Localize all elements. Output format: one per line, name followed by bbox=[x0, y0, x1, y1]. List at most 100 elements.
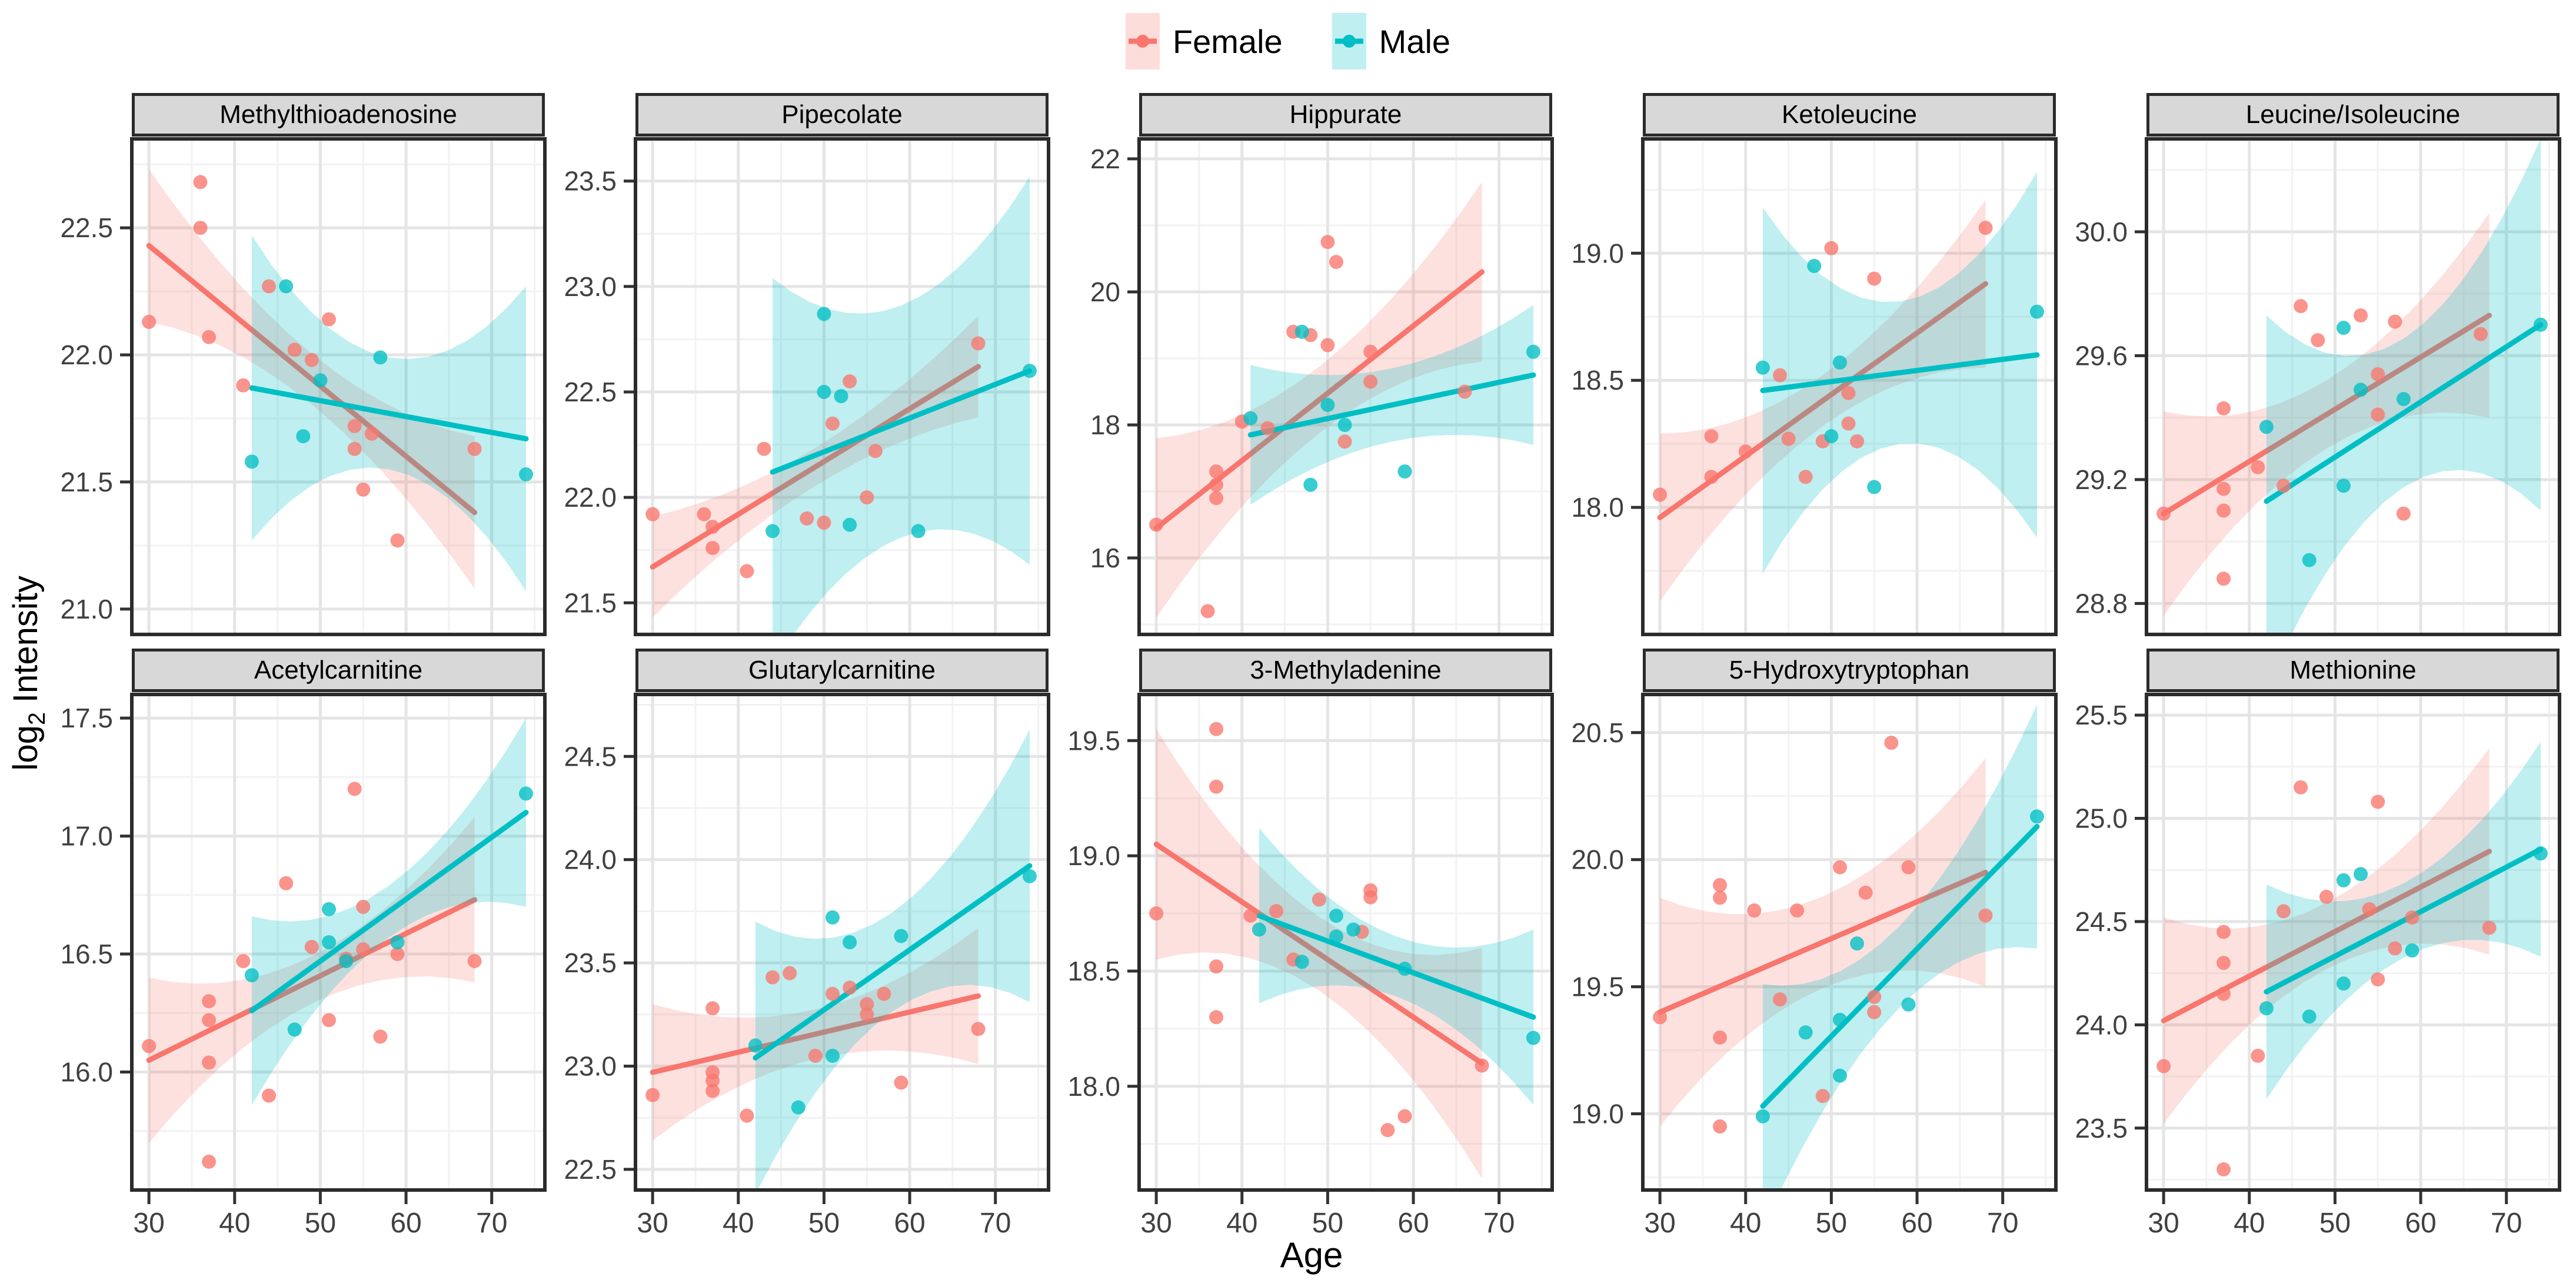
facet-strip-label: Methylthioadenosine bbox=[219, 100, 457, 129]
female-data-point bbox=[766, 970, 780, 985]
male-trend-line bbox=[1247, 372, 1536, 438]
panel-border bbox=[1137, 137, 1554, 636]
female-data-point bbox=[971, 336, 986, 351]
facet-strip-label: Ketoleucine bbox=[1782, 100, 1917, 129]
female-data-point bbox=[1713, 878, 1728, 892]
female-data-point bbox=[142, 1039, 157, 1053]
female-data-point bbox=[2216, 925, 2231, 939]
panel-background bbox=[2146, 694, 2560, 1190]
female-data-point bbox=[894, 1075, 908, 1090]
x-tick-label: 40 bbox=[2234, 1208, 2265, 1234]
female-data-point bbox=[645, 507, 660, 521]
panel-border bbox=[1641, 693, 2058, 1192]
y-tick-label: 24.5 bbox=[564, 741, 617, 772]
y-tick-label: 18.0 bbox=[1067, 1071, 1120, 1102]
y-tick-label: 19.0 bbox=[1067, 840, 1120, 871]
x-tick-label: 40 bbox=[723, 1208, 754, 1234]
facet-strip: Glutarylcarnitine bbox=[635, 649, 1049, 692]
male-trend-line bbox=[249, 809, 529, 1013]
male-data-point bbox=[2354, 867, 2368, 882]
male-data-point bbox=[1526, 1031, 1540, 1045]
female-data-point bbox=[1841, 385, 1856, 400]
female-data-point bbox=[1653, 487, 1668, 502]
panel-geoms bbox=[2156, 742, 2548, 1176]
male-data-point bbox=[1807, 258, 1822, 273]
facet-plot-svg: 21.5 22.0 22.5 23.0 23.5 bbox=[564, 137, 1050, 636]
female-data-point bbox=[304, 940, 319, 955]
panel-border bbox=[634, 693, 1050, 1192]
x-tick-label: 30 bbox=[133, 1208, 164, 1234]
female-data-point bbox=[1781, 431, 1796, 446]
female-data-point bbox=[2294, 299, 2308, 314]
y-tick-label: 20 bbox=[1090, 277, 1120, 307]
female-data-point bbox=[142, 314, 157, 329]
female-data-point bbox=[202, 330, 217, 344]
x-tick-label: 40 bbox=[1730, 1208, 1761, 1234]
female-data-point bbox=[783, 966, 797, 980]
female-data-point bbox=[287, 343, 302, 357]
male-data-point bbox=[1252, 922, 1266, 937]
female-data-point bbox=[817, 516, 831, 530]
x-tick-label: 60 bbox=[390, 1208, 421, 1234]
x-tick-label: 70 bbox=[1987, 1208, 2018, 1234]
female-data-point bbox=[2277, 904, 2291, 919]
y-tick-label: 23.5 bbox=[564, 166, 617, 197]
y-tick-label: 16.5 bbox=[60, 939, 113, 969]
female-data-point bbox=[843, 374, 857, 389]
male-data-point bbox=[373, 350, 388, 365]
facet-strip-label: 5-Hydroxytryptophan bbox=[1729, 656, 1970, 684]
female-trend-line bbox=[1153, 842, 1485, 1066]
male-data-point bbox=[1755, 1109, 1770, 1124]
facet-panel: 3-Methyladenine 18.0 18.5 19.0 19.5 30 40 50 60 7… bbox=[1057, 649, 1555, 1234]
panel-geoms bbox=[1653, 704, 2044, 1190]
y-tick-label: 25.0 bbox=[2075, 803, 2128, 834]
female-data-point bbox=[390, 947, 405, 962]
male-data-point bbox=[817, 307, 831, 321]
female-data-point bbox=[2251, 1048, 2265, 1063]
female-data-point bbox=[262, 279, 277, 294]
male-data-point bbox=[1755, 360, 1770, 375]
male-data-point bbox=[339, 954, 354, 969]
y-tick-label: 22.5 bbox=[564, 1154, 617, 1185]
female-data-point bbox=[347, 418, 362, 433]
female-data-point bbox=[236, 378, 251, 393]
y-tick-label: 16.0 bbox=[60, 1057, 113, 1088]
female-data-point bbox=[279, 876, 294, 890]
male-data-point bbox=[390, 935, 405, 949]
female-data-point bbox=[1704, 429, 1719, 444]
female-trend-line bbox=[1657, 869, 1989, 1015]
male-data-point bbox=[817, 384, 831, 399]
facet-strip: Ketoleucine bbox=[1643, 93, 2056, 137]
male-data-point bbox=[825, 1048, 840, 1063]
legend-item-male: Male bbox=[1332, 13, 1450, 69]
female-data-point bbox=[2362, 902, 2377, 916]
y-tick-label: 17.0 bbox=[60, 821, 113, 852]
female-data-point bbox=[2216, 1162, 2231, 1176]
female-data-point bbox=[1320, 235, 1335, 250]
panel-border bbox=[130, 137, 547, 636]
female-data-point bbox=[1260, 421, 1275, 436]
female-data-point bbox=[1329, 255, 1343, 270]
female-data-point bbox=[1363, 890, 1378, 905]
facet-strip: Pipecolate bbox=[635, 93, 1049, 137]
female-data-point bbox=[1209, 477, 1224, 492]
female-data-point bbox=[1209, 779, 1224, 794]
female-data-point bbox=[2474, 327, 2488, 341]
female-data-point bbox=[705, 1083, 720, 1098]
male-confidence-ribbon bbox=[773, 177, 1030, 634]
female-data-point bbox=[1397, 1109, 1412, 1124]
facet-panel: 5-Hydroxytryptophan 19.0 19.5 20.0 20.5 30 40 5… bbox=[1560, 649, 2058, 1234]
facet-plot-svg: 19.0 19.5 20.0 20.5 30 40 50 60 70 bbox=[1571, 693, 2058, 1234]
male-confidence-ribbon bbox=[2266, 139, 2541, 634]
female-data-point bbox=[740, 1108, 754, 1123]
female-data-point bbox=[2319, 889, 2334, 904]
y-axis-title-post: Intensity bbox=[6, 576, 45, 713]
facet-strip-label: Methionine bbox=[2289, 656, 2417, 684]
male-data-point bbox=[518, 467, 533, 481]
male-data-point bbox=[313, 373, 328, 388]
male-data-point bbox=[1243, 411, 1258, 426]
female-data-point bbox=[2371, 407, 2385, 422]
panel-border bbox=[2145, 693, 2561, 1192]
facet-strip: Leucine/Isoleucine bbox=[2146, 93, 2560, 137]
female-data-point bbox=[1773, 368, 1788, 383]
